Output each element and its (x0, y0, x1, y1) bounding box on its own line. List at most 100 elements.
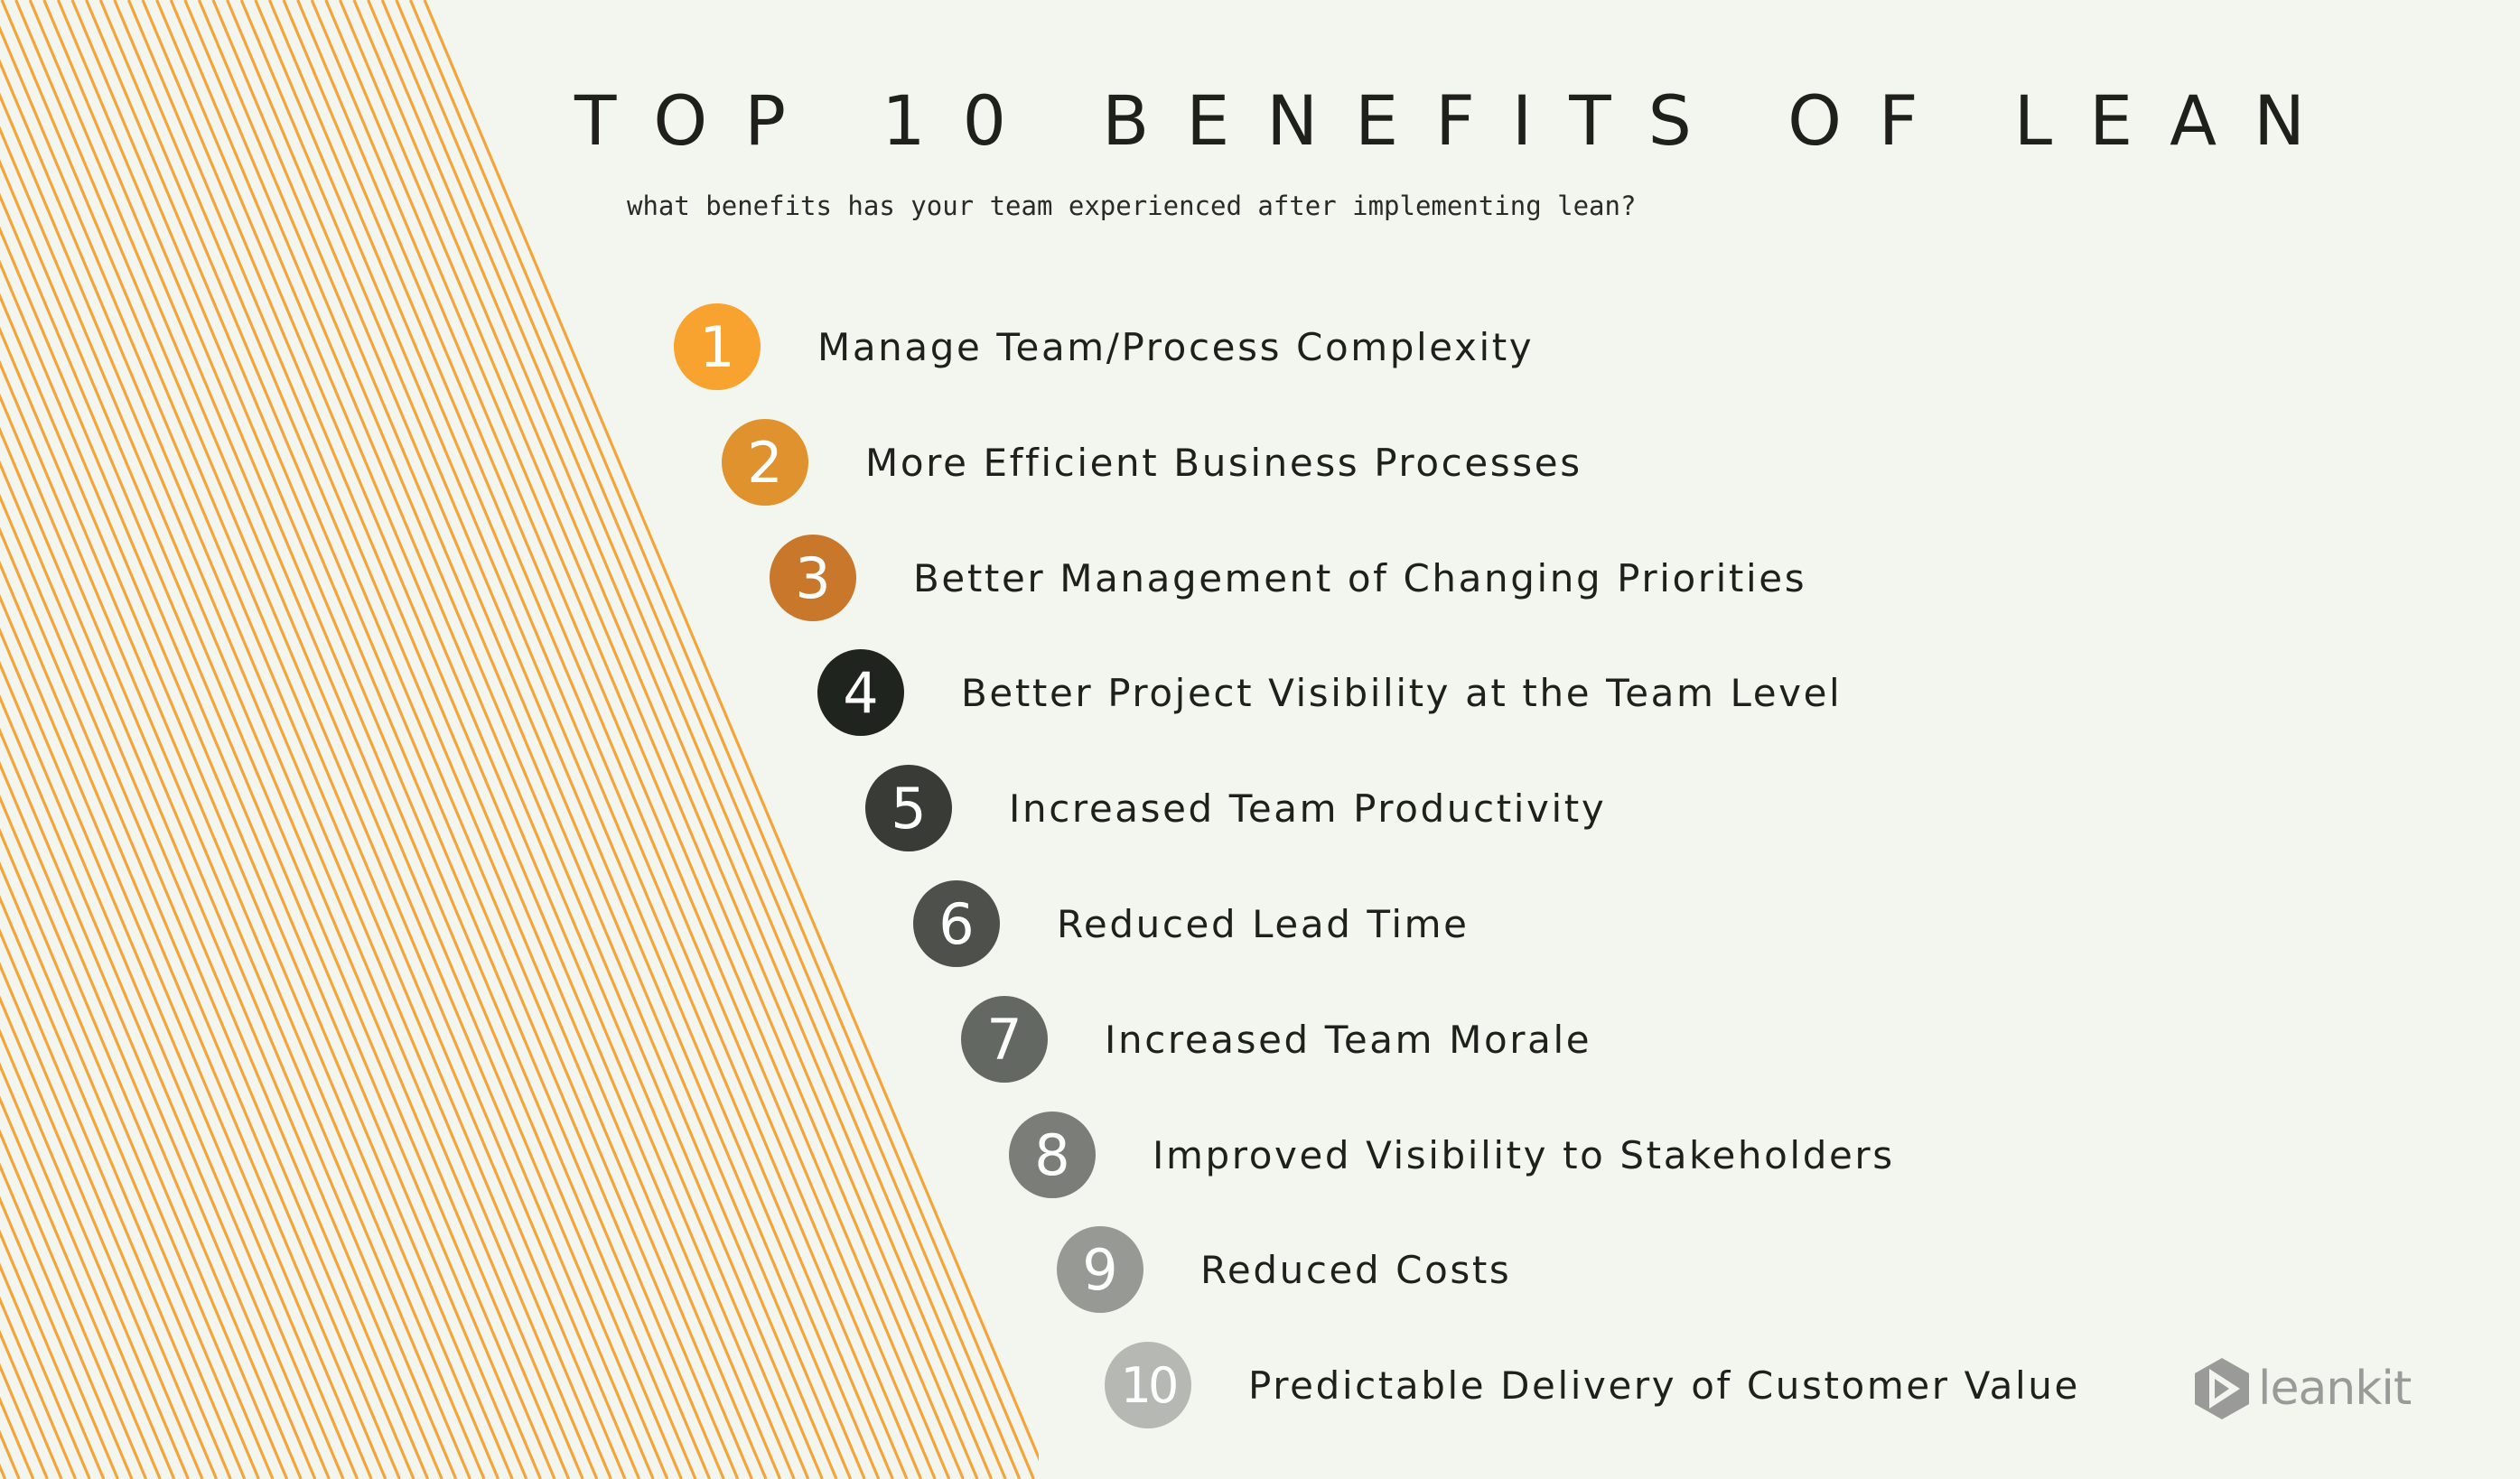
stripe-line (408, 0, 1035, 1479)
stripe-line (141, 0, 768, 1479)
stripe-line (0, 92, 584, 1479)
stripe-line (239, 0, 866, 1479)
stripe-line (324, 0, 951, 1479)
stripe-line (169, 0, 796, 1479)
stripe-line (0, 226, 528, 1479)
stripe-line (0, 126, 571, 1479)
stripe-line (0, 493, 415, 1479)
stripe-line (211, 0, 838, 1479)
stripe-line (0, 1028, 190, 1479)
stripe-line (0, 326, 486, 1479)
stripe-line (367, 0, 994, 1479)
benefit-label: Improved Visibility to Stakeholders (1153, 1132, 1895, 1177)
page-title: TOP 10 BENEFITS OF LEAN (574, 80, 2342, 161)
stripe-line (0, 460, 430, 1479)
benefit-label: Predictable Delivery of Customer Value (1248, 1363, 2080, 1408)
benefit-item: 10 Predictable Delivery of Customer Valu… (1105, 1342, 2080, 1428)
stripe-line (0, 760, 303, 1479)
page-subtitle: what benefits has your team experienced … (627, 191, 1637, 221)
stripe-line (296, 0, 923, 1479)
stripe-line (338, 0, 965, 1479)
stripe-line (0, 393, 458, 1479)
stripe-line (0, 895, 247, 1479)
stripe-line (0, 0, 627, 1479)
logo-text: leankit (2258, 1362, 2412, 1416)
stripe-line (0, 727, 317, 1479)
stripe-line (14, 0, 641, 1479)
stripe-line (0, 25, 612, 1479)
decorative-stripes (0, 0, 1039, 1479)
benefit-item: 5 Increased Team Productivity (865, 765, 1606, 851)
stripe-line (0, 660, 345, 1479)
leankit-hexagon-play-icon (2195, 1358, 2249, 1419)
benefit-item: 8 Improved Visibility to Stakeholders (1009, 1112, 1895, 1198)
benefit-item: 1 Manage Team/Process Complexity (674, 303, 1534, 390)
benefit-label: Increased Team Morale (1105, 1017, 1592, 1062)
benefit-number-badge: 8 (1009, 1112, 1096, 1198)
benefit-number-badge: 1 (674, 303, 761, 390)
stripe-line (0, 560, 387, 1479)
benefit-label: Reduced Costs (1200, 1247, 1512, 1292)
stripe-line (0, 593, 373, 1479)
benefit-item: 4 Better Project Visibility at the Team … (817, 649, 1842, 736)
stripe-line (254, 0, 881, 1479)
stripe-line (0, 293, 500, 1479)
stripe-line (0, 526, 401, 1479)
stripe-line (310, 0, 937, 1479)
benefit-label: More Efficient Business Processes (865, 440, 1582, 485)
stripe-line (0, 1162, 134, 1479)
stripe-line (98, 0, 725, 1479)
stripe-line (126, 0, 753, 1479)
benefit-number-badge: 10 (1105, 1342, 1191, 1428)
stripe-line (0, 928, 232, 1479)
benefit-item: 2 More Efficient Business Processes (722, 419, 1582, 506)
benefit-number-badge: 4 (817, 649, 904, 736)
benefit-number-badge: 9 (1057, 1226, 1143, 1313)
benefit-item: 9 Reduced Costs (1057, 1226, 1511, 1313)
benefit-label: Increased Team Productivity (1009, 786, 1607, 831)
stripe-line (0, 995, 204, 1479)
stripe-line (0, 259, 514, 1479)
stripe-line (380, 0, 1007, 1479)
stripe-line (0, 59, 599, 1479)
stripe-line (0, 827, 275, 1479)
benefit-number-badge: 3 (770, 535, 856, 621)
stripe-line (0, 1062, 176, 1479)
stripe-line (0, 860, 260, 1479)
stripe-line (267, 0, 894, 1479)
stripe-line (0, 1195, 119, 1479)
stripe-line (0, 426, 443, 1479)
stripe-line (0, 794, 289, 1479)
stripe-line (0, 192, 542, 1479)
stripe-line (0, 159, 556, 1479)
stripe-line (56, 0, 683, 1479)
stripe-line (0, 962, 219, 1479)
benefit-number-badge: 7 (961, 996, 1048, 1083)
stripe-line (197, 0, 824, 1479)
stripe-line (0, 359, 471, 1479)
stripe-line (155, 0, 782, 1479)
stripe-line (183, 0, 810, 1479)
benefit-label: Better Management of Changing Priorities (913, 555, 1807, 600)
benefit-label: Reduced Lead Time (1057, 901, 1470, 946)
benefit-item: 7 Increased Team Morale (961, 996, 1591, 1083)
benefit-label: Better Project Visibility at the Team Le… (961, 670, 1843, 715)
stripe-line (28, 0, 655, 1479)
stripe-line (0, 693, 331, 1479)
stripe-line (0, 1095, 162, 1479)
stripe-line (352, 0, 979, 1479)
stripe-line (85, 0, 712, 1479)
benefit-number-badge: 2 (722, 419, 808, 506)
stripe-line (0, 1129, 148, 1479)
stripe-line (113, 0, 740, 1479)
stripe-line (0, 627, 359, 1479)
leankit-logo: leankit (2193, 1356, 2412, 1421)
benefit-label: Manage Team/Process Complexity (817, 324, 1535, 369)
stripe-line (42, 0, 669, 1479)
stripe-line (282, 0, 909, 1479)
stripe-line (395, 0, 1022, 1479)
benefit-item: 3 Better Management of Changing Prioriti… (770, 535, 1806, 621)
stripe-line (70, 0, 697, 1479)
benefit-number-badge: 5 (865, 765, 952, 851)
stripe-line (226, 0, 853, 1479)
